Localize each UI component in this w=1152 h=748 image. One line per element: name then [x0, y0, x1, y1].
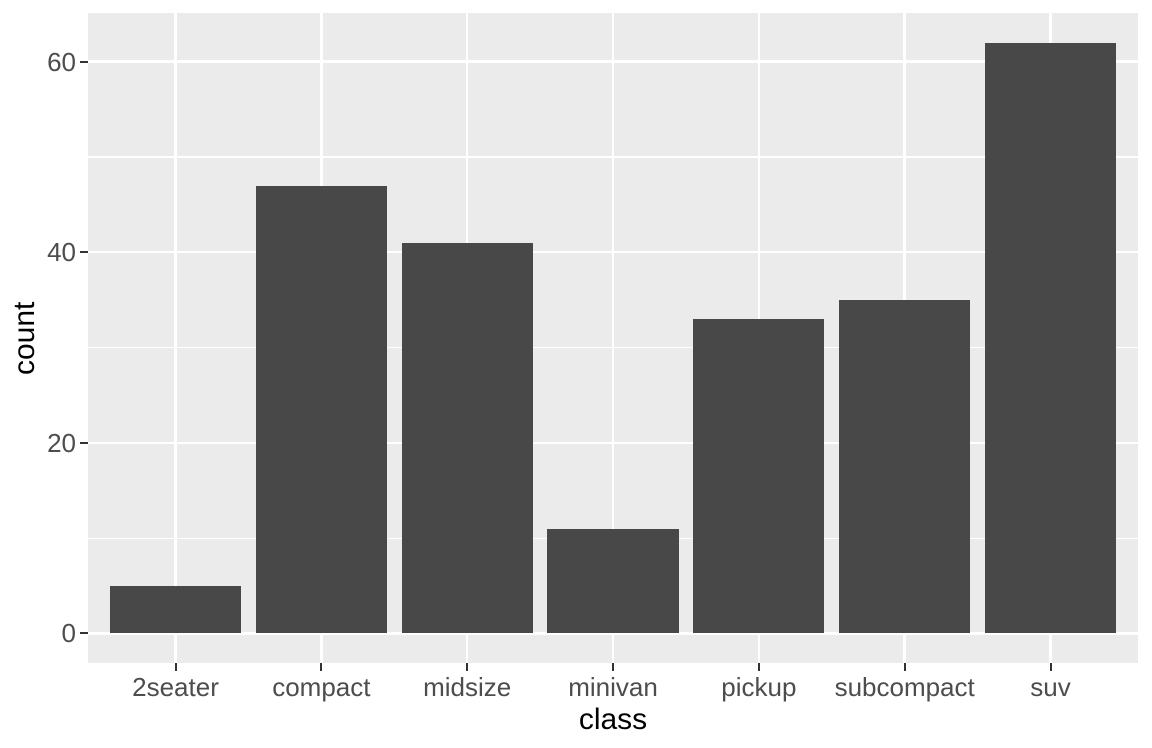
x-tick-mark: [903, 663, 906, 671]
x-axis-title: class: [578, 703, 648, 736]
y-tick-label: 40: [47, 237, 76, 268]
x-tick-label: pickup: [721, 672, 797, 702]
x-tick-mark: [612, 663, 614, 671]
bar-subcompact: [839, 299, 971, 634]
x-tick-label: 2seater: [132, 672, 219, 702]
bar-pickup: [693, 318, 825, 634]
y-tick-label: 60: [47, 46, 76, 77]
bar-minivan: [547, 528, 679, 634]
x-tick-label: subcompact: [834, 672, 975, 702]
y-tick-mark: [80, 60, 88, 63]
y-tick-mark: [80, 632, 88, 635]
y-tick-label: 20: [47, 427, 76, 458]
x-tick-mark: [466, 663, 469, 671]
x-tick-mark: [174, 663, 177, 671]
y-tick-mark: [80, 251, 88, 254]
bar-suv: [984, 42, 1117, 634]
x-tick-mark: [757, 663, 760, 671]
bar-2seater: [109, 585, 242, 634]
x-tick-label: compact: [272, 672, 371, 702]
x-tick-label: suv: [1030, 672, 1071, 702]
x-tick-mark: [320, 663, 323, 671]
x-tick-mark: [1049, 663, 1052, 671]
y-axis-title: count: [8, 301, 41, 375]
y-tick-label: 0: [61, 618, 76, 649]
plot-panel: [88, 13, 1138, 663]
x-tick-label: midsize: [423, 672, 512, 702]
bar-midsize: [401, 242, 533, 634]
x-tick-label: minivan: [568, 672, 658, 702]
bar-compact: [255, 185, 387, 634]
y-tick-mark: [80, 441, 88, 444]
vertical-gridline: [174, 13, 177, 663]
vertical-gridline: [611, 13, 615, 663]
